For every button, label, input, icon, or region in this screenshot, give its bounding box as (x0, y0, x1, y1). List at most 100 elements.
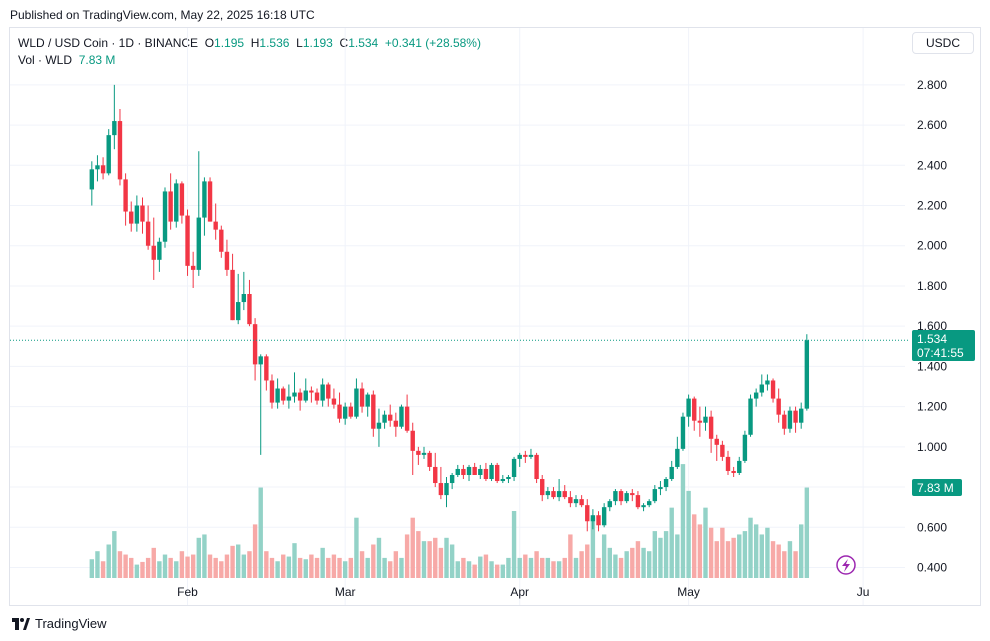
candle-body (376, 422, 382, 429)
price-tick-label: 1.200 (917, 400, 947, 414)
candle-body (95, 165, 100, 170)
candle-body (89, 169, 95, 190)
volume-bar (303, 559, 308, 578)
volume-bar (202, 534, 207, 578)
volume-bar (410, 517, 415, 578)
candle-body (478, 468, 483, 475)
candle-body (241, 294, 247, 303)
volume-bar (714, 541, 719, 578)
volume-bar (100, 561, 106, 578)
volume-bar (382, 557, 387, 578)
volume-bar (433, 537, 438, 578)
candle-body (669, 466, 674, 480)
volume-bar (540, 557, 545, 578)
candle-body (466, 466, 472, 475)
grid-lines (10, 28, 905, 605)
volume-bar (326, 557, 331, 578)
candle-body (202, 181, 207, 218)
volume-bar (692, 514, 697, 578)
candle-body (399, 406, 404, 427)
candle-body (630, 493, 635, 496)
volume-bar (314, 557, 320, 578)
price-tick-label: 2.600 (917, 118, 947, 132)
volume-badge-value: 7.83 M (917, 481, 954, 495)
volume-bar (393, 551, 399, 578)
volume-bar (129, 557, 134, 578)
volume-bar (635, 541, 641, 578)
candle-body (782, 414, 787, 429)
volume-bar (765, 527, 770, 578)
low-label: L (296, 36, 303, 50)
candle-body (455, 468, 460, 475)
volume-bar (652, 531, 658, 578)
candle-body (292, 392, 297, 397)
time-axis[interactable]: Feb Mar Apr May Ju (177, 585, 869, 599)
volume-bar (404, 534, 410, 578)
candle-body (348, 406, 353, 417)
symbol-title[interactable]: WLD / USD Coin · 1D · BINANCE (18, 36, 199, 50)
candle-body (342, 406, 348, 419)
candle-body (404, 406, 410, 431)
time-tick-label: May (677, 585, 700, 599)
candle-body (472, 466, 477, 475)
candle-body (663, 479, 669, 488)
candle-body (590, 515, 596, 522)
candle-body (123, 179, 128, 212)
volume-bar (207, 554, 213, 578)
volume-bar (275, 561, 280, 578)
candle-body (697, 420, 703, 423)
volume-bar (585, 544, 590, 578)
candle-body (219, 229, 224, 252)
volume-bar (444, 537, 449, 578)
candle-body (444, 483, 449, 496)
price-tick-label: 1.800 (917, 279, 947, 293)
currency-button[interactable]: USDC (912, 32, 974, 54)
bar-countdown: 07:41:55 (917, 346, 964, 360)
volume-bar (720, 527, 725, 578)
candle-body (382, 414, 387, 423)
volume-bar (478, 556, 483, 578)
price-axis[interactable]: 2.800 2.600 2.400 2.200 2.000 1.800 1.600 1.400… (917, 78, 947, 575)
tradingview-logo-icon (12, 617, 30, 630)
event-marker[interactable] (836, 555, 856, 575)
symbol-legend: WLD / USD Coin · 1D · BINANCE O1.195 H1.… (18, 36, 481, 50)
volume-bar (787, 541, 793, 578)
volume-bar (770, 541, 776, 578)
volume-bar (354, 517, 359, 578)
open-label: O (204, 36, 215, 50)
candle-body (737, 460, 742, 473)
candle-body (371, 394, 376, 429)
candle-body (613, 491, 618, 502)
candle-body (725, 456, 731, 471)
candle-body (331, 398, 337, 405)
candle-body (258, 356, 263, 365)
candle-body (252, 324, 258, 365)
volume-bar (438, 547, 444, 578)
price-tick-label: 1.400 (917, 359, 947, 373)
volume-label[interactable]: Vol · WLD (18, 53, 73, 67)
candle-body (196, 217, 201, 270)
candle-body (517, 454, 522, 459)
candle-body (354, 388, 359, 417)
candle-body (675, 448, 680, 467)
candle-body (112, 121, 117, 136)
volume-bar (376, 537, 382, 578)
candle-body (720, 444, 725, 457)
volume-bar (618, 557, 624, 578)
volume-bar (601, 534, 607, 578)
last-price-badge: 1.534 07:41:55 (912, 330, 975, 361)
volume-bar (134, 564, 140, 578)
volume-bar (517, 557, 522, 578)
volume-bar (269, 557, 275, 578)
candle-body (568, 497, 573, 504)
footer-brand[interactable]: TradingView (35, 616, 107, 631)
volume-bar (489, 561, 494, 578)
published-note: Published on TradingView.com, May 22, 20… (10, 8, 315, 22)
volume-bar (511, 511, 517, 578)
candle-body (185, 215, 190, 266)
lightning-icon (842, 559, 850, 572)
candle-body (297, 392, 303, 401)
volume-bar (500, 564, 506, 578)
time-tick-label: Feb (177, 585, 198, 599)
